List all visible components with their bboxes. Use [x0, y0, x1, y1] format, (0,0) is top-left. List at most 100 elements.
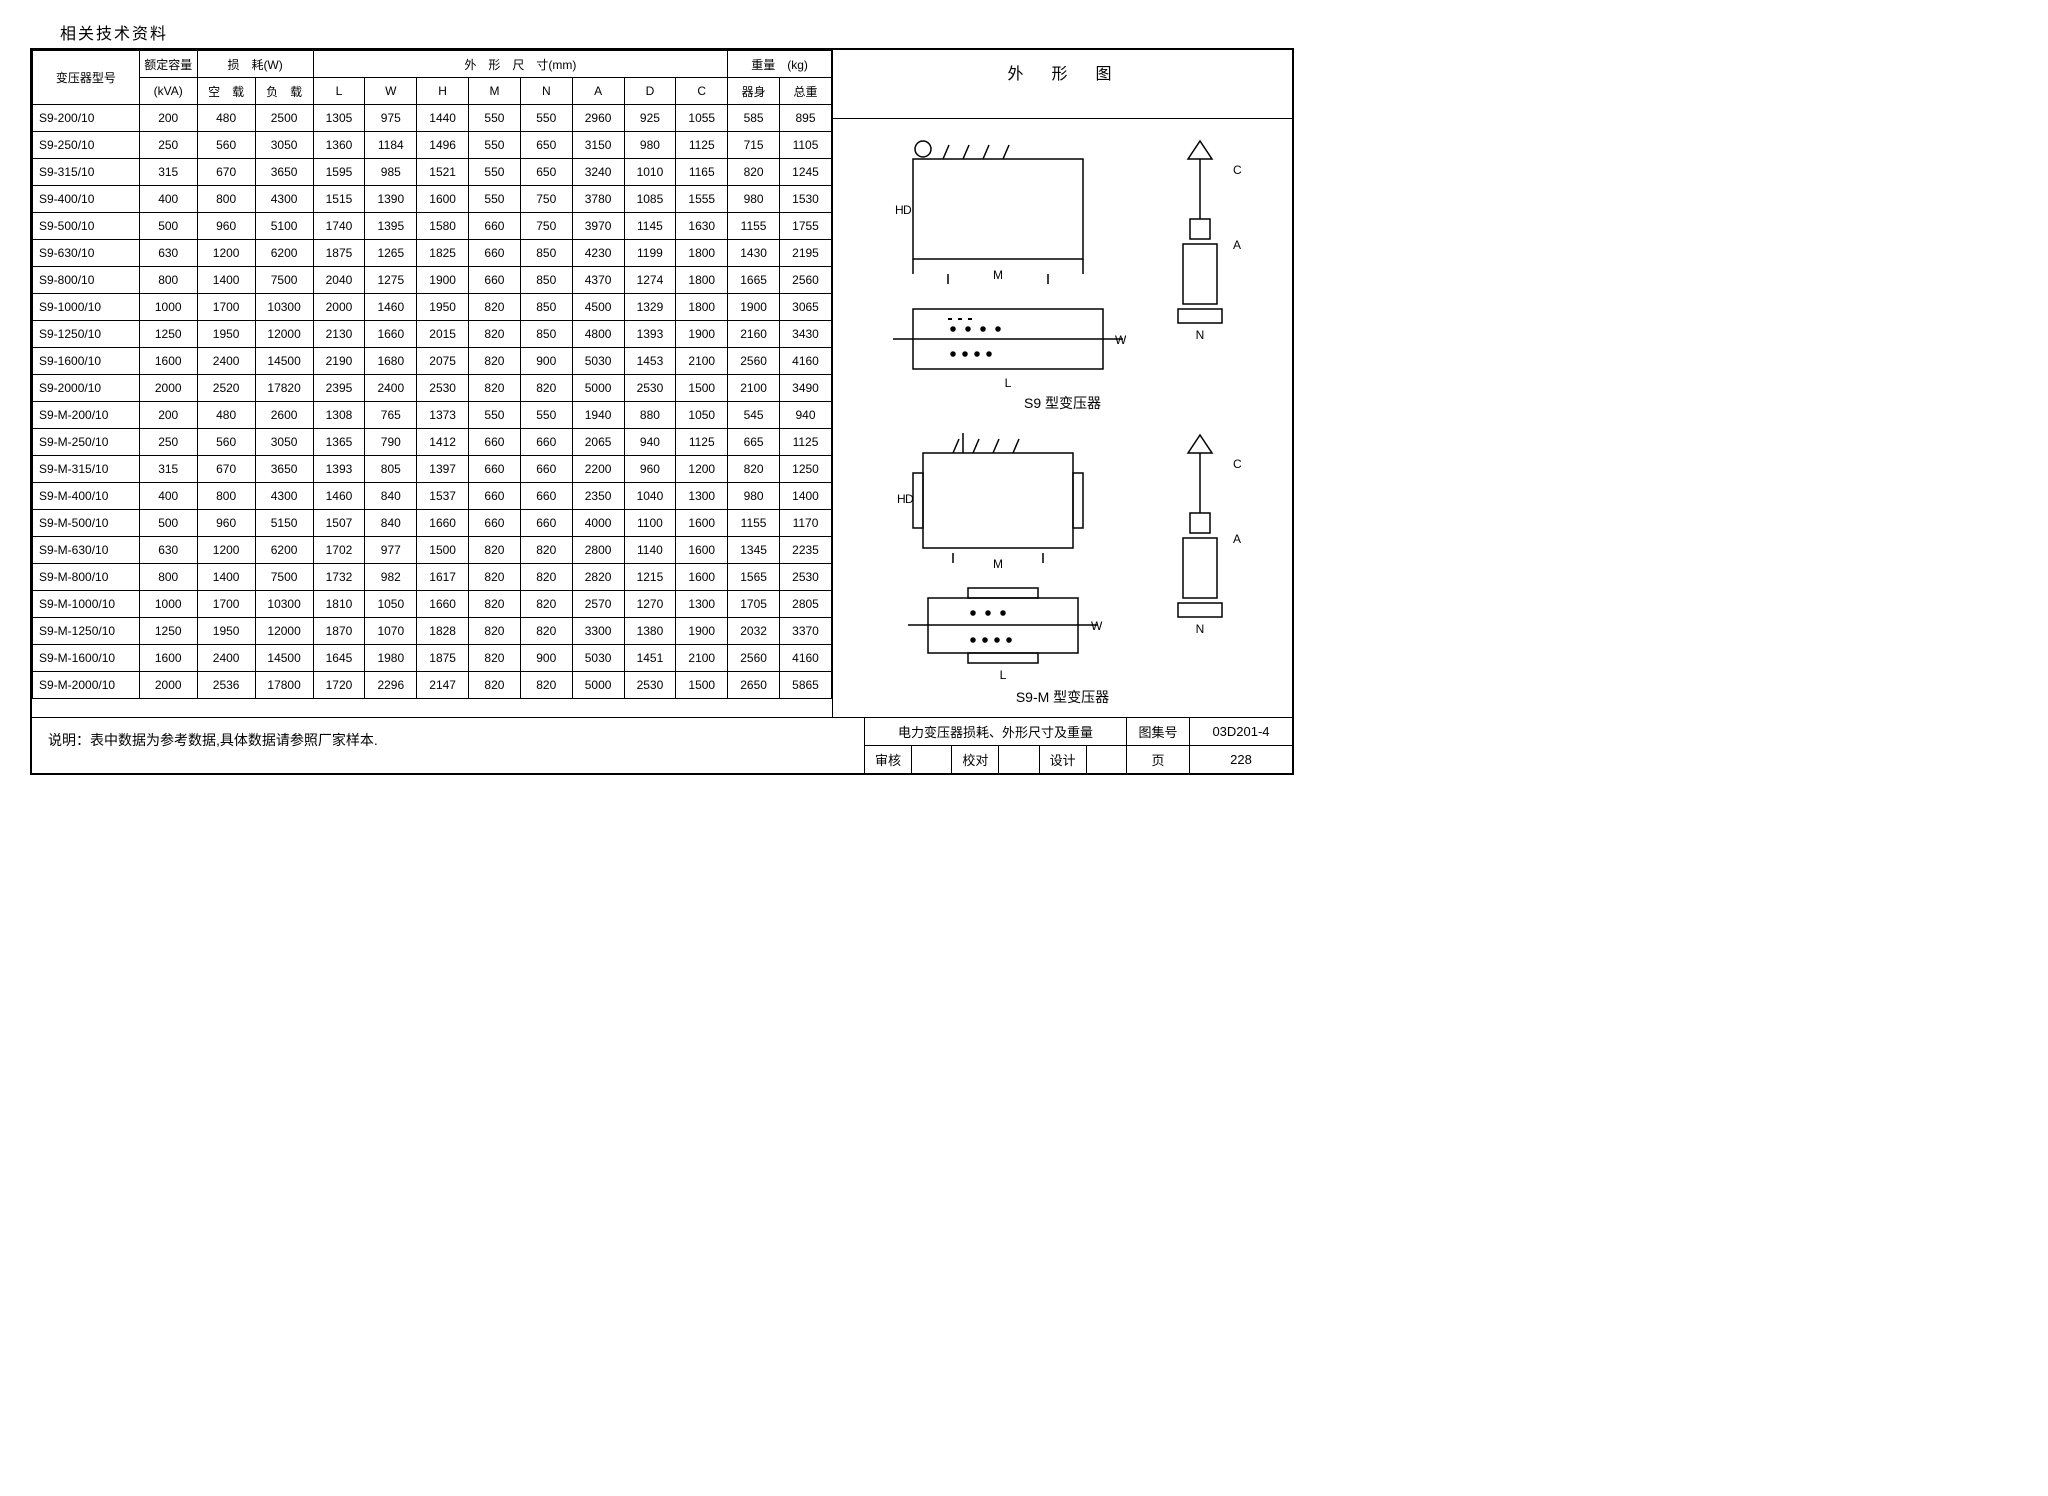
cell-value: 1345 — [728, 537, 780, 564]
set-label: 图集号 — [1126, 718, 1189, 746]
cell-value: 3240 — [572, 159, 624, 186]
cell-value: 315 — [139, 456, 197, 483]
cell-value: 1900 — [728, 294, 780, 321]
cell-value: 660 — [469, 429, 521, 456]
svg-text:W: W — [1115, 333, 1127, 347]
th-M: M — [469, 78, 521, 105]
cell-value: 1600 — [676, 537, 728, 564]
th-load: 负 载 — [255, 78, 313, 105]
cell-value: 1500 — [676, 672, 728, 699]
cell-value: 2530 — [780, 564, 832, 591]
cell-value: 315 — [139, 159, 197, 186]
cell-value: 1665 — [728, 267, 780, 294]
th-L: L — [313, 78, 365, 105]
cell-value: 1700 — [197, 294, 255, 321]
cell-value: 800 — [139, 267, 197, 294]
cell-value: 1451 — [624, 645, 676, 672]
cell-value: 1600 — [139, 348, 197, 375]
review-sign — [911, 746, 951, 773]
cell-value: 1565 — [728, 564, 780, 591]
cell-value: 2805 — [780, 591, 832, 618]
cell-value: 2530 — [624, 672, 676, 699]
cell-value: 2000 — [139, 375, 197, 402]
cell-value: 2560 — [728, 348, 780, 375]
cell-value: 1393 — [313, 456, 365, 483]
cell-value: 1660 — [365, 321, 417, 348]
cell-value: 400 — [139, 186, 197, 213]
table-row: S9-M-1250/101250195012000187010701828820… — [33, 618, 832, 645]
diagram-column: 外 形 图 M H D — [832, 50, 1292, 717]
cell-value: 960 — [624, 456, 676, 483]
cell-value: 925 — [624, 105, 676, 132]
cell-value: 805 — [365, 456, 417, 483]
cell-value: 4500 — [572, 294, 624, 321]
cell-value: 2015 — [417, 321, 469, 348]
cell-value: 10300 — [255, 591, 313, 618]
svg-text:A: A — [1233, 532, 1241, 546]
th-D: D — [624, 78, 676, 105]
cell-value: 2600 — [255, 402, 313, 429]
th-dim: 外 形 尺 寸(mm) — [313, 51, 728, 78]
spec-table-wrap: 变压器型号 额定容量 损 耗(W) 外 形 尺 寸(mm) 重量 (kg) (k… — [32, 50, 832, 717]
cell-value: 2520 — [197, 375, 255, 402]
cell-value: 1950 — [417, 294, 469, 321]
spec-table: 变压器型号 额定容量 损 耗(W) 外 形 尺 寸(mm) 重量 (kg) (k… — [32, 50, 832, 699]
cell-value: 1140 — [624, 537, 676, 564]
cell-value: 4160 — [780, 645, 832, 672]
cell-value: 820 — [469, 591, 521, 618]
cell-value: 650 — [520, 132, 572, 159]
table-row: S9-400/104008004300151513901600550750378… — [33, 186, 832, 213]
th-N: N — [520, 78, 572, 105]
cell-value: 4300 — [255, 483, 313, 510]
cell-value: 1700 — [197, 591, 255, 618]
cell-value: 2065 — [572, 429, 624, 456]
cell-value: 960 — [197, 510, 255, 537]
svg-text:D: D — [905, 492, 914, 506]
table-row: S9-M-400/1040080043001460840153766066023… — [33, 483, 832, 510]
cell-value: 1875 — [313, 240, 365, 267]
footer: 说明：表中数据为参考数据,具体数据请参照厂家样本. 电力变压器损耗、外形尺寸及重… — [32, 717, 1292, 773]
svg-text:N: N — [1195, 328, 1204, 342]
cell-value: 585 — [728, 105, 780, 132]
cell-value: 1010 — [624, 159, 676, 186]
cell-value: 3300 — [572, 618, 624, 645]
cell-value: 820 — [520, 591, 572, 618]
s9-label: S9 型变压器 — [1024, 393, 1101, 413]
cell-value: 14500 — [255, 645, 313, 672]
th-W: W — [365, 78, 417, 105]
cell-value: 1400 — [197, 564, 255, 591]
th-body: 器身 — [728, 78, 780, 105]
svg-text:W: W — [1091, 619, 1103, 633]
cell-value: 980 — [728, 483, 780, 510]
cell-value: 1070 — [365, 618, 417, 645]
cell-value: 820 — [469, 375, 521, 402]
cell-value: 4800 — [572, 321, 624, 348]
table-row: S9-250/102505603050136011841496550650315… — [33, 132, 832, 159]
cell-value: 545 — [728, 402, 780, 429]
cell-value: 630 — [139, 240, 197, 267]
cell-value: 1705 — [728, 591, 780, 618]
set-value: 03D201-4 — [1189, 718, 1292, 746]
cell-model: S9-M-250/10 — [33, 429, 140, 456]
cell-value: 1085 — [624, 186, 676, 213]
th-weight: 重量 (kg) — [728, 51, 832, 78]
svg-text:M: M — [993, 557, 1003, 571]
cell-value: 12000 — [255, 321, 313, 348]
cell-value: 1507 — [313, 510, 365, 537]
cell-value: 1595 — [313, 159, 365, 186]
cell-value: 2650 — [728, 672, 780, 699]
cell-value: 3050 — [255, 429, 313, 456]
cell-value: 820 — [469, 672, 521, 699]
cell-value: 985 — [365, 159, 417, 186]
cell-value: 17800 — [255, 672, 313, 699]
cell-model: S9-M-500/10 — [33, 510, 140, 537]
cell-value: 1250 — [139, 618, 197, 645]
cell-value: 1740 — [313, 213, 365, 240]
table-row: S9-1000/10100017001030020001460195082085… — [33, 294, 832, 321]
cell-value: 5150 — [255, 510, 313, 537]
cell-value: 10300 — [255, 294, 313, 321]
footer-main-title: 电力变压器损耗、外形尺寸及重量 — [865, 718, 1126, 746]
table-row: S9-630/106301200620018751265182566085042… — [33, 240, 832, 267]
cell-value: 1600 — [676, 564, 728, 591]
cell-value: 1300 — [676, 591, 728, 618]
